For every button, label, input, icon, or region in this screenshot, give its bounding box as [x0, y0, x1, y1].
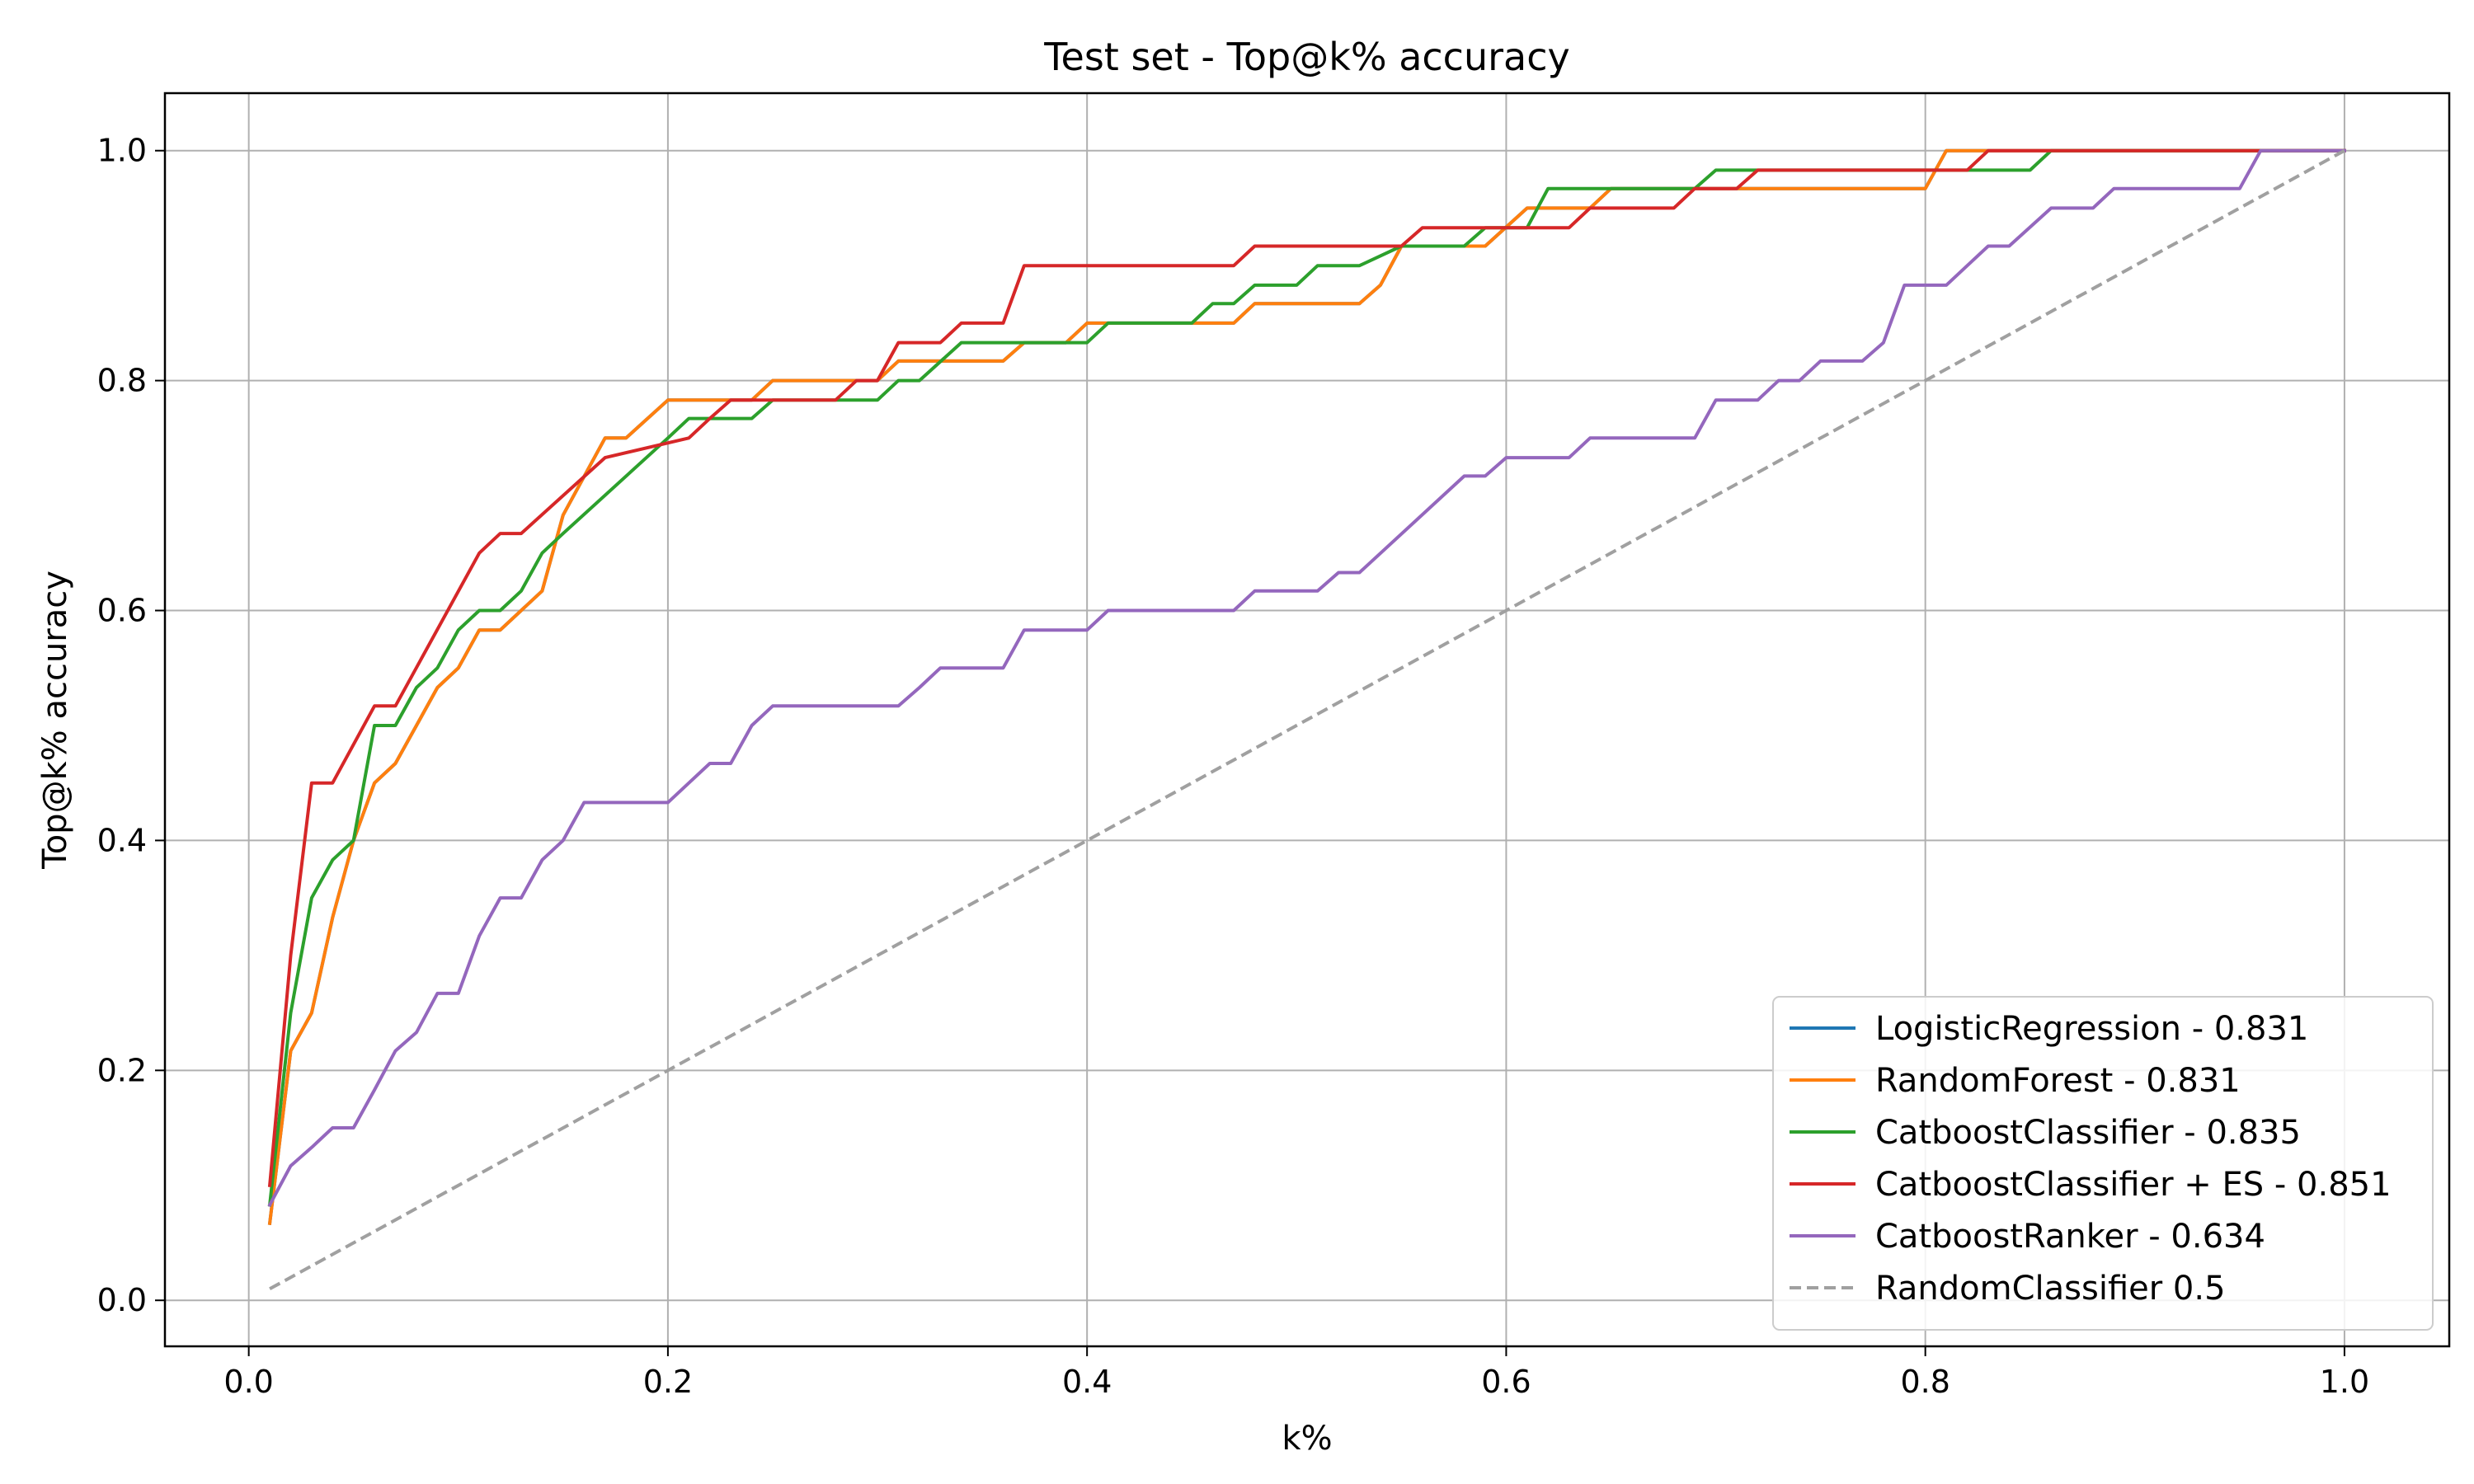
legend-label: CatboostClassifier - 0.835: [1875, 1114, 2301, 1152]
chart-title: Test set - Top@k% accuracy: [1043, 35, 1570, 79]
axis-ticks: 0.0 0.2 0.4 0.6 0.8 1.0 0.0 0.2 0.4 0.6 0.8 1.0: [97, 133, 2370, 1400]
x-tick-label: 0.8: [1900, 1364, 1950, 1400]
plot-frame: [163, 92, 2451, 1348]
series-line-3: [267, 148, 2346, 1207]
legend-label: LogisticRegression - 0.831: [1875, 1010, 2308, 1048]
legend-box: [1772, 996, 2434, 1331]
y-tick-label: 0.0: [97, 1282, 147, 1318]
series-line-4: [267, 148, 2346, 1187]
legend-label: CatboostRanker - 0.634: [1875, 1218, 2265, 1256]
x-tick-label: 0.4: [1062, 1364, 1112, 1400]
y-tick-label: 1.0: [97, 133, 147, 169]
legend-label: CatboostClassifier + ES - 0.851: [1875, 1166, 2392, 1204]
legend: LogisticRegression - 0.831 RandomForest -…: [1772, 996, 2434, 1331]
x-tick-label: 0.2: [643, 1364, 693, 1400]
x-tick-label: 0.6: [1481, 1364, 1531, 1400]
y-tick-label: 0.6: [97, 593, 147, 629]
y-tick-label: 0.8: [97, 363, 147, 399]
y-axis-label: Top@k% accuracy: [36, 571, 74, 870]
y-tick-label: 0.4: [97, 822, 147, 858]
series-line-5: [267, 148, 2346, 1208]
series-lines: [267, 148, 2346, 1291]
legend-label: RandomClassifier 0.5: [1875, 1270, 2226, 1308]
x-tick-label: 0.0: [223, 1364, 273, 1400]
series-line-6: [269, 148, 2345, 1291]
x-axis-label: k%: [1282, 1420, 1332, 1458]
x-tick-label: 1.0: [2320, 1364, 2369, 1400]
y-tick-label: 0.2: [97, 1052, 147, 1088]
legend-label: RandomForest - 0.831: [1875, 1062, 2241, 1100]
